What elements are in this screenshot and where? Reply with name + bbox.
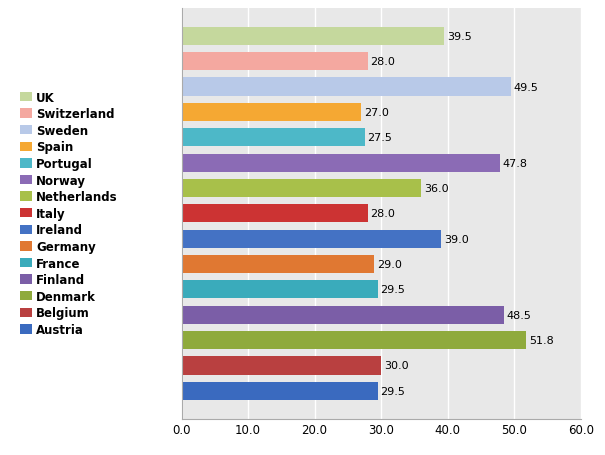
Bar [182,28,444,46]
Text: 39.5: 39.5 [447,32,472,42]
Bar [182,205,368,223]
Bar [182,53,368,71]
Text: 28.0: 28.0 [370,209,396,219]
Text: 27.0: 27.0 [364,108,389,118]
Bar [182,179,421,197]
Text: 27.5: 27.5 [367,133,392,143]
Text: 29.0: 29.0 [377,259,402,269]
Bar [182,382,378,400]
Bar [182,306,504,324]
Text: 30.0: 30.0 [384,361,408,370]
Text: 48.5: 48.5 [507,310,532,320]
Bar [182,356,381,375]
Text: 29.5: 29.5 [381,285,405,295]
Bar [182,281,378,299]
Text: 51.8: 51.8 [529,335,554,345]
Bar [182,104,361,122]
Bar [182,78,511,96]
Bar [182,154,500,172]
Bar [182,230,441,248]
Bar [182,331,526,349]
Text: 29.5: 29.5 [381,386,405,396]
Text: 36.0: 36.0 [424,183,448,193]
Text: 49.5: 49.5 [514,82,538,92]
Legend: UK, Switzerland, Sweden, Spain, Portugal, Norway, Netherlands, Italy, Ireland, G: UK, Switzerland, Sweden, Spain, Portugal… [20,91,118,336]
Bar [182,255,374,273]
Text: 47.8: 47.8 [502,158,528,168]
Text: 28.0: 28.0 [370,57,396,67]
Bar [182,129,364,147]
Text: 39.0: 39.0 [443,234,468,244]
